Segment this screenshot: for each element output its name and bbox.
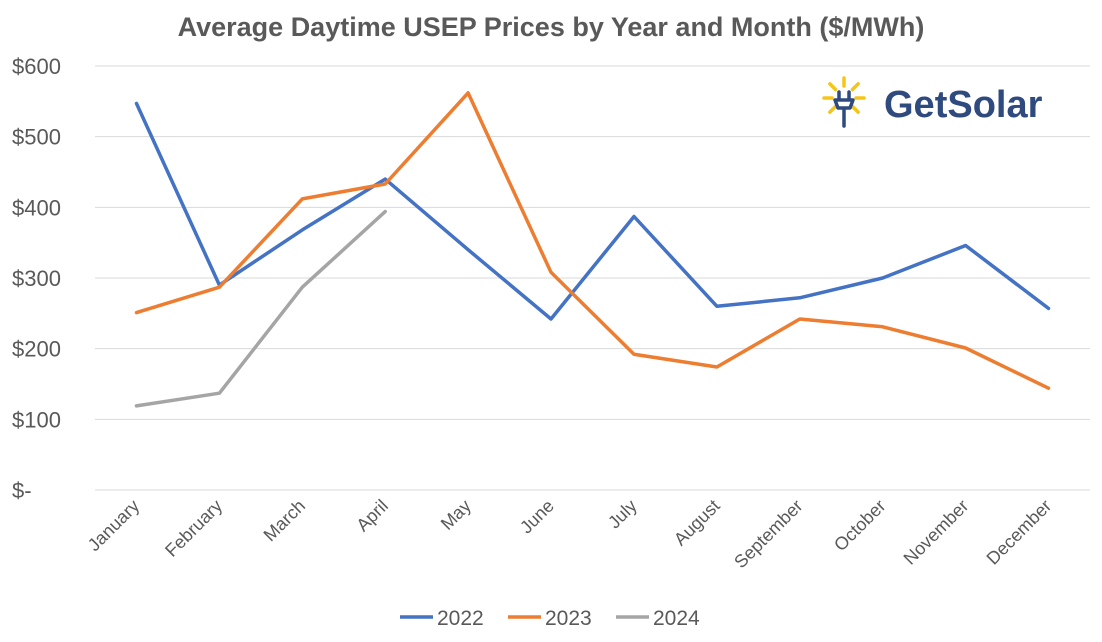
series-line-2024 bbox=[134, 209, 387, 408]
x-tick-label: August bbox=[670, 496, 724, 550]
x-axis: January February March April May June July Augu… bbox=[84, 496, 1056, 572]
legend-label-2023: 2023 bbox=[545, 607, 592, 630]
y-tick-label: $400 bbox=[12, 195, 61, 220]
solar-plug-icon bbox=[822, 76, 866, 128]
y-axis: $- $100 $200 $300 $400 $500 $600 bbox=[12, 54, 61, 503]
x-tick-label: April bbox=[352, 496, 392, 536]
getsolar-logo: GetSolar bbox=[822, 76, 1043, 128]
series-line-2022 bbox=[134, 101, 1051, 321]
y-tick-label: $500 bbox=[12, 125, 61, 150]
x-tick-label: July bbox=[604, 496, 641, 533]
legend-label-2022: 2022 bbox=[437, 607, 484, 630]
series-group bbox=[134, 91, 1051, 408]
y-tick-label: $600 bbox=[12, 54, 61, 79]
grid bbox=[95, 65, 1090, 491]
x-tick-label: May bbox=[437, 496, 475, 534]
x-tick-label: January bbox=[84, 496, 143, 555]
x-tick-label: March bbox=[260, 496, 310, 546]
series-line-2023 bbox=[134, 91, 1051, 390]
legend: 2022 2023 2024 bbox=[400, 607, 700, 630]
x-tick-label: June bbox=[516, 496, 558, 538]
x-tick-label: November bbox=[900, 496, 973, 569]
x-tick-label: February bbox=[161, 496, 226, 561]
legend-label-2024: 2024 bbox=[653, 607, 700, 630]
y-tick-label: $300 bbox=[12, 266, 61, 291]
y-tick-label: $- bbox=[12, 478, 32, 503]
y-tick-label: $200 bbox=[12, 337, 61, 362]
y-tick-label: $100 bbox=[12, 407, 61, 432]
x-tick-label: December bbox=[983, 496, 1056, 569]
logo-text: GetSolar bbox=[884, 84, 1043, 126]
x-tick-label: September bbox=[730, 496, 806, 572]
x-tick-label: October bbox=[830, 496, 889, 555]
chart-title: Average Daytime USEP Prices by Year and … bbox=[178, 12, 925, 42]
